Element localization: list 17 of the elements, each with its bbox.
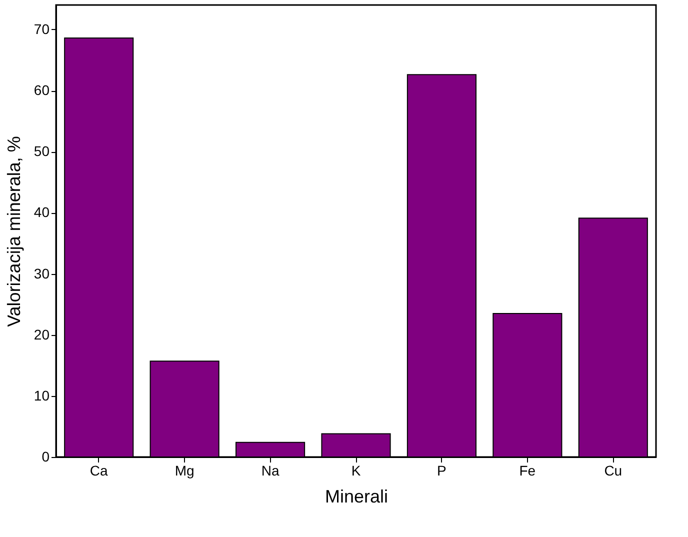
x-tick-label: Fe [519, 462, 536, 478]
y-axis-title: Valorizacija minerala, % [4, 136, 24, 327]
x-tick-label: Na [261, 462, 280, 478]
y-tick-label: 30 [34, 265, 50, 282]
x-tick-label: Cu [604, 462, 622, 478]
x-tick-label: P [437, 462, 446, 478]
y-tick-label: 20 [34, 326, 50, 342]
y-tick-label: 40 [34, 204, 50, 220]
y-tick-label: 0 [42, 448, 50, 464]
x-tick-label: K [351, 462, 362, 478]
y-tick-label: 60 [34, 82, 50, 98]
y-tick-label: 70 [34, 20, 50, 37]
y-tick-label: 10 [34, 387, 50, 404]
x-tick-label: Ca [90, 462, 108, 478]
y-tick-label: 50 [34, 143, 50, 160]
x-tick-label: Mg [174, 462, 194, 478]
x-axis-title: Minerali [324, 486, 388, 506]
